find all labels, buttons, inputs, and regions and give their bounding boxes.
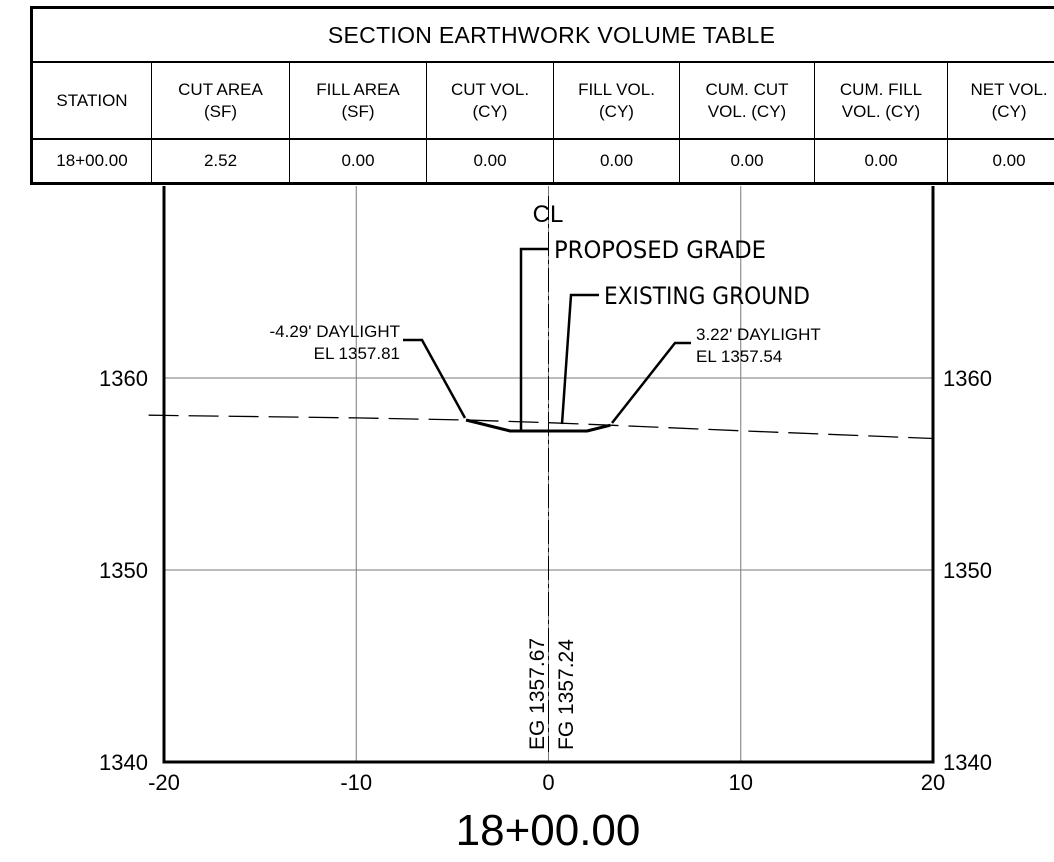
right-daylight-elevation: EL 1357.54 xyxy=(696,347,782,366)
y-tick-label-left: 1360 xyxy=(99,366,148,391)
column-header-unit: (CY) xyxy=(991,101,1027,121)
y-tick-label-right: 1340 xyxy=(943,750,992,775)
y-tick-label-left: 1340 xyxy=(99,750,148,775)
y-tick-label-right: 1350 xyxy=(943,558,992,583)
series-lines xyxy=(148,414,934,440)
column-header-line: FILL VOL. xyxy=(578,79,655,99)
y-tick-label-right: 1360 xyxy=(943,366,992,391)
centerline-label: CL xyxy=(533,201,564,228)
cell-station: 18+00.00 xyxy=(31,138,152,184)
y-tick-label-left: 1350 xyxy=(99,558,148,583)
cell-cut-vol: 0.00 xyxy=(426,138,554,184)
column-header-line: CUM. CUT xyxy=(705,79,789,99)
x-tick-label: -20 xyxy=(148,770,180,795)
column-header-line: NET VOL. xyxy=(970,79,1048,99)
x-tick-label: 20 xyxy=(921,770,945,795)
plot-border xyxy=(162,186,935,764)
eg-elevation-label: EG 1357.67 xyxy=(526,638,549,750)
right-daylight-offset: 3.22' DAYLIGHT xyxy=(696,325,821,344)
earthwork-volume-table: SECTION EARTHWORK VOLUME TABLE STATION C… xyxy=(30,6,1054,185)
column-header-unit: VOL. (CY) xyxy=(841,101,921,121)
existing-ground-label: EXISTING GROUND xyxy=(604,282,810,310)
table-row: 18+00.00 2.52 0.00 0.00 0.00 0.00 0.00 0… xyxy=(31,138,1054,184)
existing-ground-leader xyxy=(560,293,599,425)
column-header-net-vol: NET VOL. (CY) xyxy=(946,61,1054,140)
cell-cum-fill-vol: 0.00 xyxy=(814,138,948,184)
cell-net-vol: 0.00 xyxy=(946,138,1054,184)
column-header-unit: (SF) xyxy=(203,101,238,121)
x-tick-label: 10 xyxy=(729,770,753,795)
table-header-row: STATION CUT AREA (SF) FILL AREA (SF) CUT V… xyxy=(31,61,1054,140)
proposed-grade-leader xyxy=(519,247,548,430)
left-daylight-offset: -4.29' DAYLIGHT xyxy=(270,322,400,341)
existing-ground-line xyxy=(148,414,934,440)
column-header-line: FILL AREA xyxy=(316,79,400,99)
x-tick-label: 0 xyxy=(542,770,554,795)
column-header-cut-vol: CUT VOL. (CY) xyxy=(426,61,554,140)
column-header-unit: VOL. (CY) xyxy=(707,101,787,121)
left-daylight-leader xyxy=(403,338,467,419)
column-header-unit: (CY) xyxy=(599,101,634,121)
table-title: SECTION EARTHWORK VOLUME TABLE xyxy=(30,7,1054,63)
annotations: CL PROPOSED GRADE EXISTING GROUND -4.29'… xyxy=(270,201,821,855)
column-header-fill-vol: FILL VOL. (CY) xyxy=(553,61,680,140)
column-header-station: STATION xyxy=(31,61,152,140)
x-tick-label: -10 xyxy=(340,770,372,795)
column-header-line: CUT AREA xyxy=(178,79,263,99)
plot-frame xyxy=(162,186,935,764)
right-daylight-leader xyxy=(611,341,691,424)
column-header-line: STATION xyxy=(56,90,128,110)
station-title: 18+00.00 xyxy=(456,806,641,855)
proposed-grade-line xyxy=(465,418,611,433)
column-header-unit: (SF) xyxy=(341,101,375,121)
proposed-grade-label: PROPOSED GRADE xyxy=(554,236,766,264)
column-header-fill-area: FILL AREA (SF) xyxy=(289,61,427,140)
column-header-unit: (CY) xyxy=(472,101,508,121)
fg-elevation-label: FG 1357.24 xyxy=(555,639,578,750)
column-header-cum-cut-vol: CUM. CUT VOL. (CY) xyxy=(679,61,815,140)
left-daylight-elevation: EL 1357.81 xyxy=(314,344,400,363)
cell-cum-cut-vol: 0.00 xyxy=(679,138,815,184)
column-header-line: CUM. FILL xyxy=(839,79,923,99)
column-header-line: CUT VOL. xyxy=(450,79,530,99)
column-header-cum-fill-vol: CUM. FILL VOL. (CY) xyxy=(814,61,948,140)
cell-fill-area: 0.00 xyxy=(289,138,427,184)
